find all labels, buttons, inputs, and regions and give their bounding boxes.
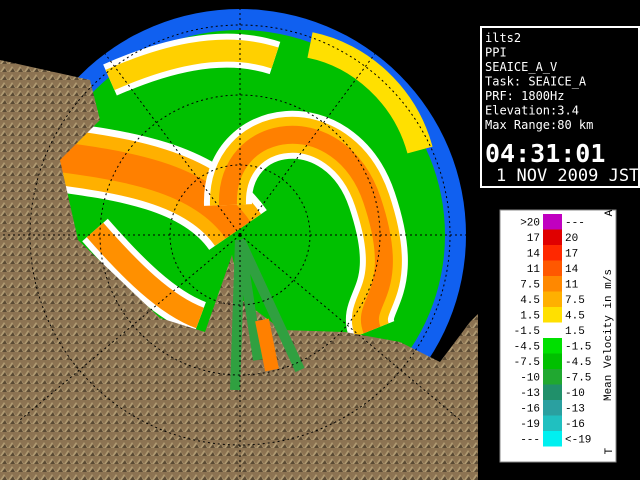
legend-high: --- bbox=[565, 218, 585, 230]
color-swatch bbox=[543, 431, 562, 447]
legend-high: 14 bbox=[565, 264, 579, 276]
time: 04:31:01 bbox=[485, 139, 605, 168]
legend-high: 17 bbox=[565, 249, 578, 261]
color-swatch bbox=[543, 338, 562, 354]
legend-high: <-19 bbox=[565, 435, 591, 447]
legend-low: -4.5 bbox=[514, 342, 540, 354]
legend-high: -1.5 bbox=[565, 342, 591, 354]
legend-low: -16 bbox=[520, 404, 540, 416]
legend-low: -13 bbox=[520, 388, 540, 400]
info-line: Elevation:3.4 bbox=[485, 104, 579, 118]
legend-low: -7.5 bbox=[514, 357, 540, 369]
legend-low: 14 bbox=[527, 249, 541, 261]
radar-image bbox=[0, 9, 478, 480]
color-swatch bbox=[543, 415, 562, 431]
color-swatch bbox=[543, 400, 562, 416]
color-swatch bbox=[543, 322, 562, 338]
legend-high: 4.5 bbox=[565, 311, 585, 323]
color-swatch bbox=[543, 245, 562, 261]
legend-low: >20 bbox=[520, 218, 540, 230]
info-line: Task: SEAICE_A bbox=[485, 75, 587, 89]
legend-low: --- bbox=[520, 435, 540, 447]
color-swatch bbox=[543, 229, 562, 245]
legend-low: 7.5 bbox=[520, 280, 540, 292]
info-line: SEAICE_A_V bbox=[485, 60, 557, 74]
legend-low: -1.5 bbox=[514, 326, 540, 338]
legend-low: 17 bbox=[527, 233, 540, 245]
color-swatch bbox=[543, 291, 562, 307]
legend-low: 11 bbox=[527, 264, 541, 276]
legend-low: 4.5 bbox=[520, 295, 540, 307]
color-swatch bbox=[543, 214, 562, 230]
color-swatch bbox=[543, 276, 562, 292]
legend-low: 1.5 bbox=[520, 311, 540, 323]
color-swatch bbox=[543, 384, 562, 400]
legend-high: -4.5 bbox=[565, 357, 591, 369]
info-panel bbox=[480, 26, 640, 188]
legend-low: -10 bbox=[520, 373, 540, 385]
color-swatch bbox=[543, 353, 562, 369]
info-line: PRF: 1800Hz bbox=[485, 89, 564, 103]
legend-high: 11 bbox=[565, 280, 579, 292]
legend-high: -16 bbox=[565, 419, 585, 431]
date: 1 NOV 2009 JST bbox=[496, 166, 639, 186]
legend-high: 7.5 bbox=[565, 295, 585, 307]
legend-high: 20 bbox=[565, 233, 578, 245]
info-line: Max Range:80 km bbox=[485, 118, 593, 132]
info-line: PPI bbox=[485, 46, 507, 60]
legend-high: 1.5 bbox=[565, 326, 585, 338]
legend-low: -19 bbox=[520, 419, 540, 431]
corner-top: A bbox=[604, 209, 616, 216]
color-swatch bbox=[543, 260, 562, 276]
legend-high: -10 bbox=[565, 388, 585, 400]
legend-high: -13 bbox=[565, 404, 585, 416]
corner-bottom: T bbox=[604, 447, 616, 454]
color-swatch bbox=[543, 369, 562, 385]
legend-title: Mean Velocity in m/s bbox=[603, 269, 615, 401]
info-line: ilts2 bbox=[485, 31, 521, 45]
color-swatch bbox=[543, 307, 562, 323]
legend-high: -7.5 bbox=[565, 373, 591, 385]
